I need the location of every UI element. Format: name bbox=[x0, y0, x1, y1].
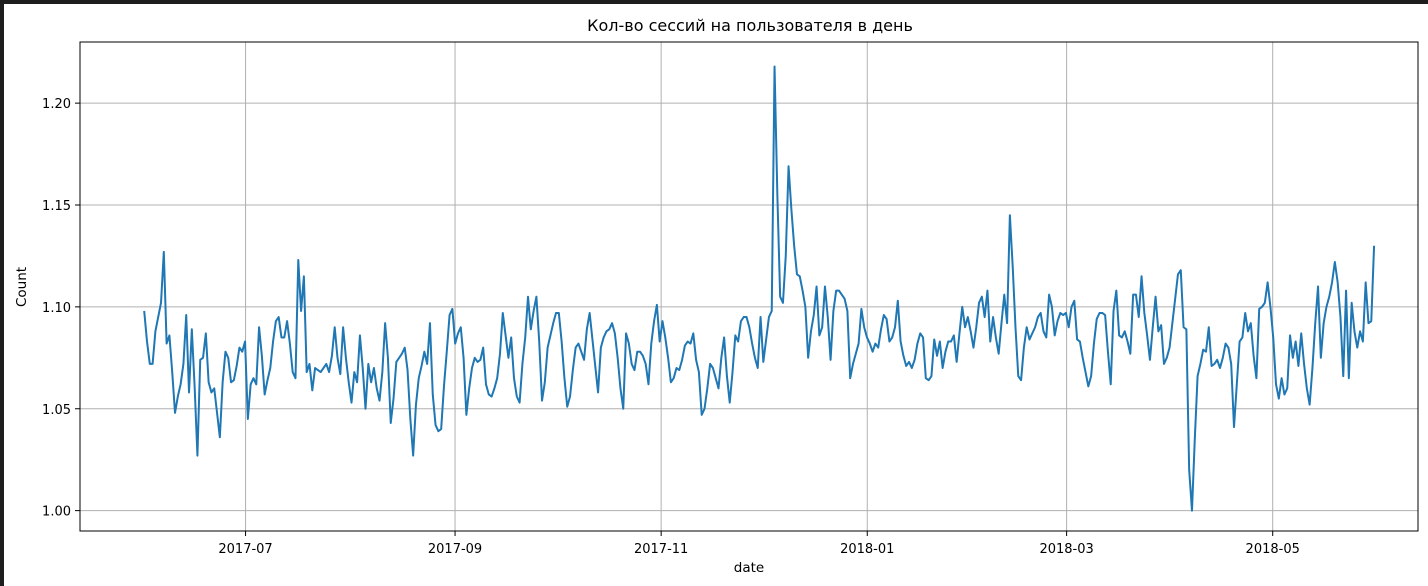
x-tick-label: 2018-03 bbox=[1039, 542, 1093, 557]
x-tick-label: 2017-07 bbox=[218, 542, 272, 557]
axis-ticks: 2017-07 2017-09 2017-11 2018-01 2018-03 2018-… bbox=[42, 97, 1300, 557]
y-tick-label: 1.15 bbox=[42, 199, 71, 214]
x-tick-label: 2018-01 bbox=[840, 542, 894, 557]
y-tick-label: 1.10 bbox=[42, 301, 71, 316]
series-lines bbox=[143, 65, 1376, 512]
x-axis-label: date bbox=[734, 560, 764, 576]
series-line-0 bbox=[143, 65, 1376, 512]
y-tick-label: 1.05 bbox=[42, 403, 71, 418]
line-chart: Кол-во сессий на пользователя в день 201… bbox=[14, 16, 1419, 576]
y-tick-label: 1.20 bbox=[42, 97, 71, 112]
figure-canvas: Кол-во сессий на пользователя в день 201… bbox=[4, 4, 1428, 586]
grid-lines bbox=[80, 42, 1418, 531]
x-tick-label: 2017-09 bbox=[428, 542, 482, 557]
chart-title: Кол-во сессий на пользователя в день bbox=[587, 16, 913, 35]
x-tick-label: 2018-05 bbox=[1246, 542, 1300, 557]
plot-area-frame bbox=[79, 41, 1419, 532]
y-axis-label: Count bbox=[14, 267, 30, 307]
x-tick-label: 2017-11 bbox=[634, 542, 688, 557]
y-tick-label: 1.00 bbox=[42, 505, 71, 520]
